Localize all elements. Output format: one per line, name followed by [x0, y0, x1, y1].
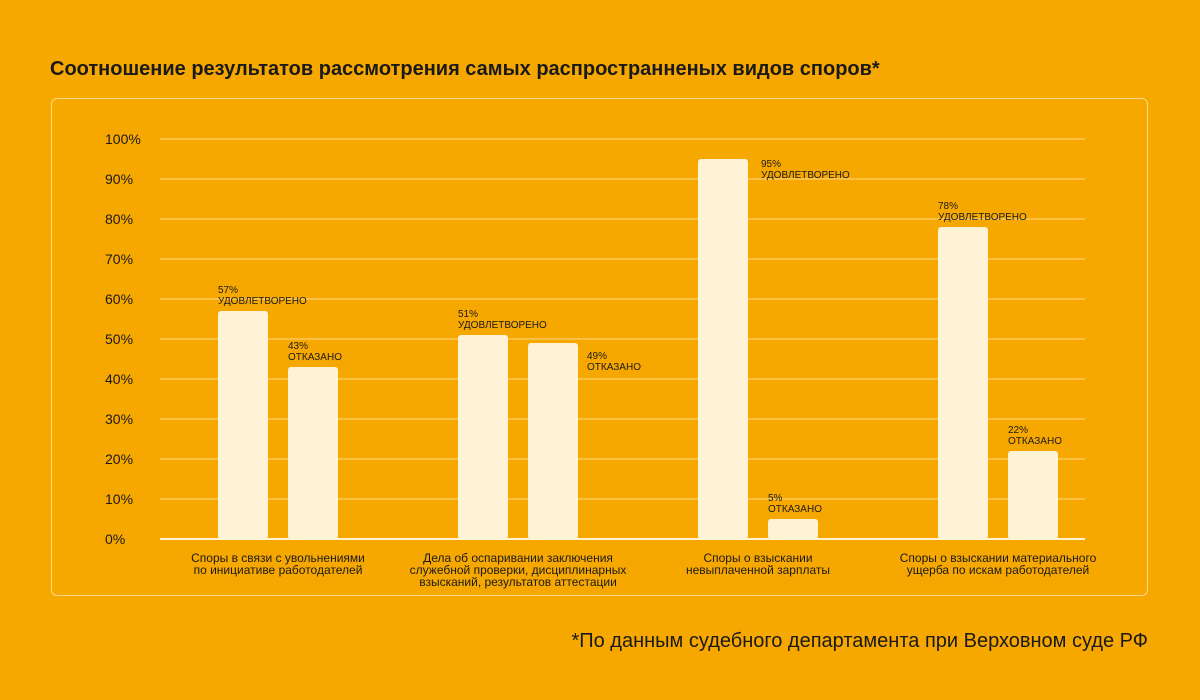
category-label: служебной проверки, дисциплинарных [410, 563, 627, 577]
bar [698, 159, 748, 539]
data-label-series: УДОВЛЕТВОРЕНО [458, 320, 547, 331]
data-label-series: ОТКАЗАНО [587, 362, 641, 373]
data-label-value: 22% [1008, 425, 1028, 436]
y-tick-label: 40% [105, 371, 133, 387]
data-label-value: 43% [288, 341, 308, 352]
y-tick-label: 20% [105, 451, 133, 467]
data-label-series: ОТКАЗАНО [768, 504, 822, 515]
footnote: *По данным судебного департамента при Ве… [571, 630, 1148, 652]
y-tick-label: 30% [105, 411, 133, 427]
data-label-value: 78% [938, 201, 958, 212]
y-tick-label: 60% [105, 291, 133, 307]
category-label: ущерба по искам работодателей [907, 563, 1090, 577]
data-label-series: УДОВЛЕТВОРЕНО [218, 296, 307, 307]
data-label-series: УДОВЛЕТВОРЕНО [938, 212, 1027, 223]
data-label-series: ОТКАЗАНО [288, 352, 342, 363]
bar [768, 519, 818, 539]
category-label: Споры о взыскании [703, 551, 812, 565]
chart-title: Соотношение результатов рассмотрения сам… [50, 58, 880, 80]
y-tick-label: 90% [105, 171, 133, 187]
y-tick-label: 100% [105, 131, 141, 147]
y-tick-label: 10% [105, 491, 133, 507]
data-label-value: 49% [587, 351, 607, 362]
chart-frame [51, 98, 1148, 596]
bar [218, 311, 268, 539]
data-label-value: 51% [458, 309, 478, 320]
category-label: Дела об оспаривании заключения [423, 551, 613, 565]
category-label: по инициативе работодателей [194, 563, 363, 577]
category-label: взысканий, результатов аттестации [419, 575, 617, 589]
bar [458, 335, 508, 539]
data-label-value: 57% [218, 285, 238, 296]
category-label: невыплаченной зарплаты [686, 563, 830, 577]
y-tick-label: 80% [105, 211, 133, 227]
y-tick-label: 70% [105, 251, 133, 267]
category-label: Споры в связи с увольнениями [191, 551, 365, 565]
data-label-value: 5% [768, 493, 783, 504]
bar [938, 227, 988, 539]
y-tick-label: 50% [105, 331, 133, 347]
category-label: Споры о взыскании материального [900, 551, 1097, 565]
bar [1008, 451, 1058, 539]
data-label-series: ОТКАЗАНО [1008, 436, 1062, 447]
data-label-value: 95% [761, 159, 781, 170]
bar [288, 367, 338, 539]
y-tick-label: 0% [105, 531, 125, 547]
bar [528, 343, 578, 539]
data-label-series: УДОВЛЕТВОРЕНО [761, 170, 850, 181]
